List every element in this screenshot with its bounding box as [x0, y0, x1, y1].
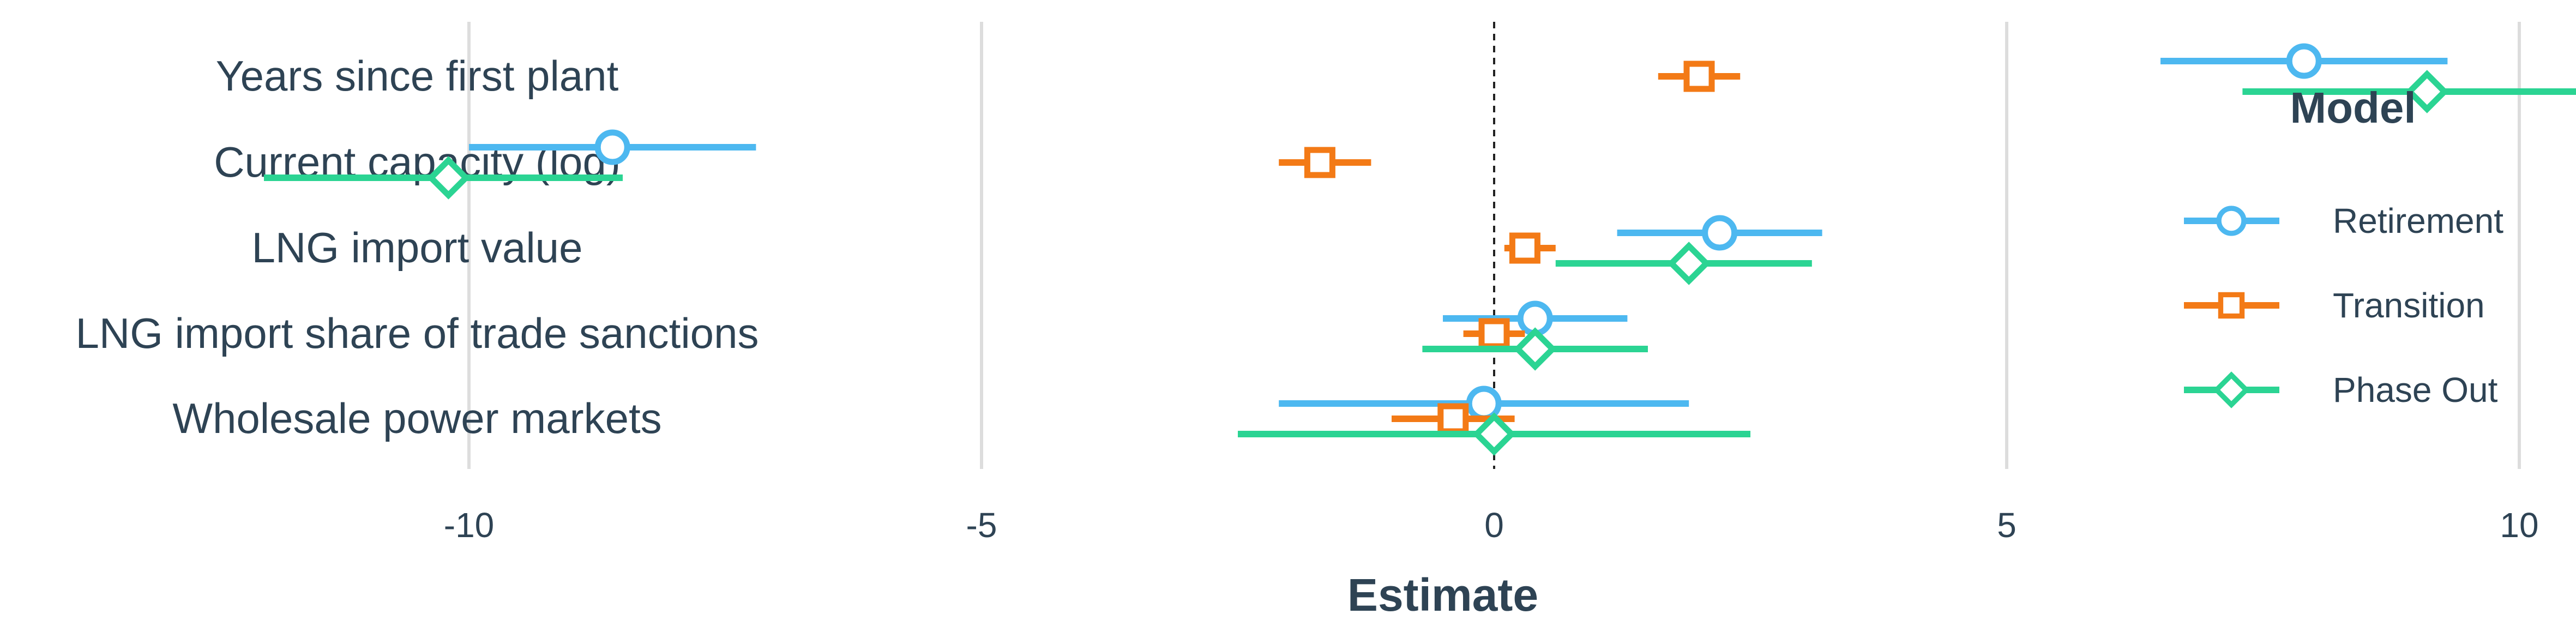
- legend-label: Transition: [2333, 286, 2485, 325]
- point-marker: [1304, 147, 1335, 178]
- term-label: LNG import share of trade sanctions: [76, 309, 759, 357]
- point-marker: [1437, 403, 1469, 435]
- point-marker: [1472, 412, 1516, 456]
- point-marker: [2218, 292, 2245, 319]
- series-transition: [1279, 61, 1741, 435]
- legend-item: Phase Out: [2184, 370, 2498, 410]
- point-marker: [1509, 232, 1540, 264]
- term-label: Wholesale power markets: [172, 394, 661, 442]
- point-marker: [1513, 327, 1557, 371]
- x-tick-label: 0: [1484, 505, 1504, 545]
- legend-items: Retirement Transition Phase Out: [2184, 201, 2503, 410]
- point-marker: [2216, 206, 2247, 236]
- series-retirement: [469, 43, 2448, 422]
- x-axis-title: Estimate: [1347, 569, 1538, 621]
- point-marker: [2286, 43, 2322, 79]
- point-marker: [1702, 215, 1738, 251]
- x-tick-label: -10: [444, 505, 495, 545]
- x-tick-label: 5: [1997, 505, 2017, 545]
- point-marker: [594, 129, 630, 165]
- legend-label: Phase Out: [2333, 370, 2498, 410]
- legend-item: Transition: [2184, 286, 2485, 325]
- x-axis-ticks: -10 -5 0 5 10: [444, 505, 2539, 545]
- point-marker: [2213, 371, 2250, 408]
- x-tick-label: 10: [2500, 505, 2538, 545]
- point-marker: [2405, 70, 2449, 113]
- point-marker: [1683, 61, 1715, 92]
- term-label: Years since first plant: [216, 52, 619, 100]
- point-marker: [1667, 242, 1711, 285]
- term-label: LNG import value: [252, 224, 583, 272]
- series-phase-out: [264, 70, 2576, 456]
- legend-title: Model: [2290, 83, 2416, 132]
- legend-label: Retirement: [2333, 201, 2503, 240]
- legend-item: Retirement: [2184, 201, 2503, 240]
- point-marker: [1478, 318, 1510, 350]
- series-layer: [264, 43, 2576, 456]
- x-tick-label: -5: [966, 505, 997, 545]
- gridlines: [467, 22, 2521, 469]
- point-marker: [426, 156, 471, 200]
- legend: Model Retirement Transition Phase Out: [2184, 83, 2503, 410]
